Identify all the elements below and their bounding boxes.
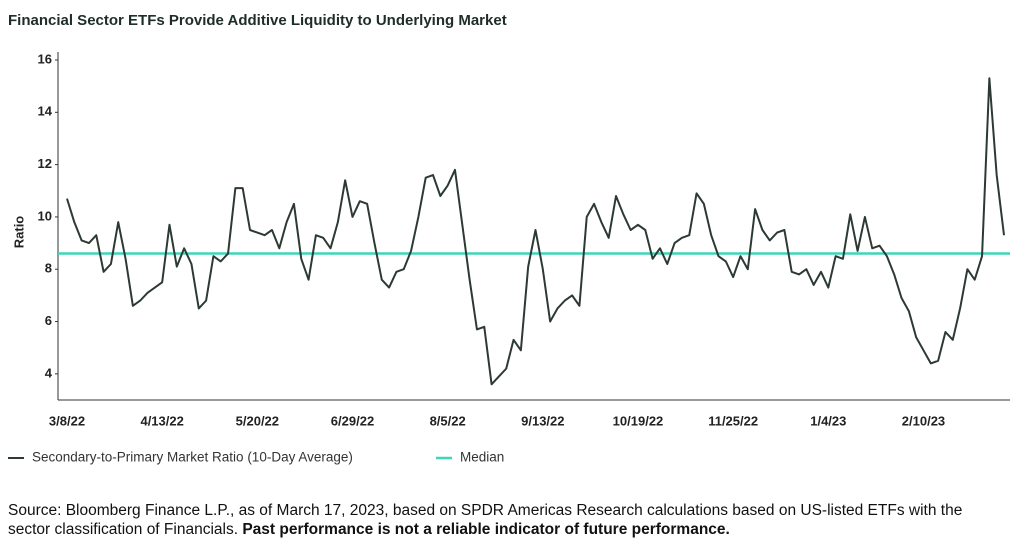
data-line (66, 77, 1005, 386)
x-tick-label: 2/10/23 (902, 413, 945, 428)
y-tick-label: 12 (38, 156, 52, 171)
y-tick-label: 4 (45, 365, 53, 380)
x-tick-label: 10/19/22 (613, 413, 664, 428)
x-tick-label: 4/13/22 (140, 413, 183, 428)
legend-label: Secondary-to-Primary Market Ratio (10-Da… (32, 450, 353, 465)
x-tick-label: 6/29/22 (331, 413, 374, 428)
chart: Financial Sector ETFs Provide Additive L… (8, 12, 1010, 465)
y-tick-label: 8 (45, 261, 52, 276)
y-tick-label: 6 (45, 313, 52, 328)
y-tick-label: 10 (38, 208, 52, 223)
source-note: Source: Bloomberg Finance L.P., as of Ma… (8, 501, 998, 539)
legend-label: Median (460, 450, 504, 465)
note-text: Source: Bloomberg Finance L.P., as of Ma… (8, 502, 963, 538)
chart-title: Financial Sector ETFs Provide Additive L… (8, 12, 507, 29)
y-tick-label: 14 (38, 104, 53, 119)
y-axis-title: Ratio (11, 216, 26, 249)
note-bold: Past performance is not a reliable indic… (242, 521, 730, 538)
x-tick-label: 9/13/22 (521, 413, 564, 428)
x-tick-label: 8/5/22 (430, 413, 466, 428)
x-tick-label: 5/20/22 (236, 413, 279, 428)
x-tick-label: 3/8/22 (49, 413, 85, 428)
y-tick-label: 16 (38, 51, 52, 66)
x-tick-label: 11/25/22 (708, 413, 758, 428)
x-tick-label: 1/4/23 (810, 413, 846, 428)
